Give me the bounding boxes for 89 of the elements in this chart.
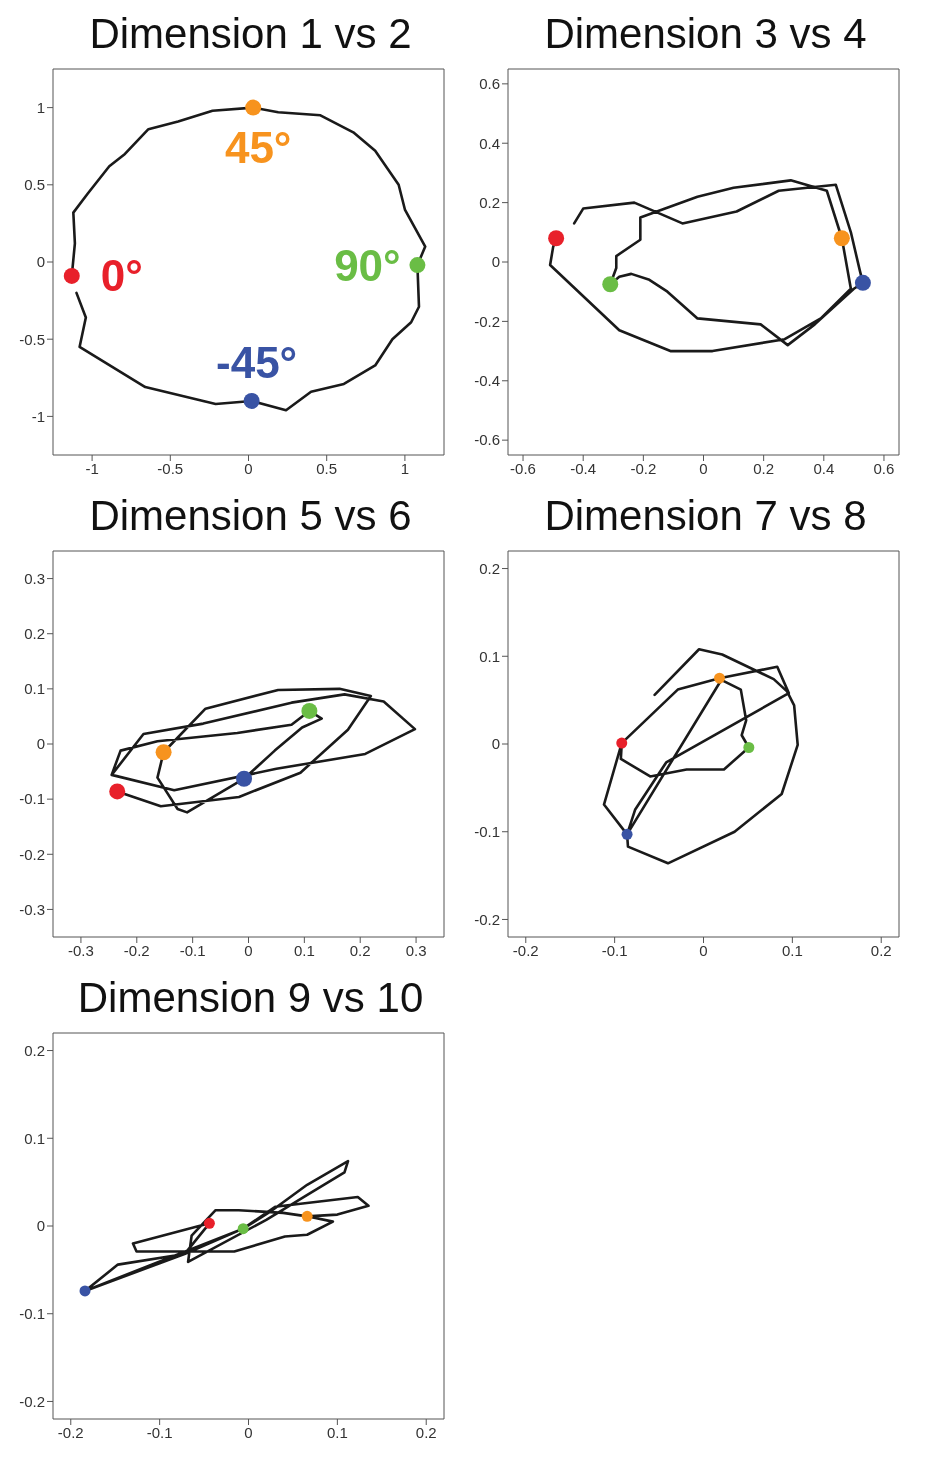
line-series — [110, 687, 417, 814]
y-tick-label: 0.3 — [24, 569, 45, 587]
x-tick-label: -0.5 — [157, 459, 184, 477]
x-tick-label: 0.2 — [753, 459, 775, 477]
y-tick-label: 1 — [36, 98, 45, 116]
point — [602, 276, 619, 293]
y-tick-label: 0 — [491, 735, 500, 753]
x-tick-label: -0.2 — [630, 459, 657, 477]
y-tick-label: 0.1 — [24, 1129, 45, 1147]
x-tick-label: -0.1 — [179, 941, 206, 959]
point — [833, 230, 850, 247]
x-tick-label: 0.3 — [405, 941, 427, 959]
x-tick-label: -0.3 — [68, 941, 94, 959]
x-tick-label: -0.6 — [510, 459, 536, 477]
x-tick-label: -1 — [85, 459, 99, 477]
x-tick-label: 0.1 — [781, 941, 803, 959]
y-tick-label: 0.1 — [24, 680, 45, 698]
chart-title: Dimension 3 vs 4 — [543, 9, 868, 59]
x-tick-label: 0 — [244, 1423, 253, 1441]
point — [616, 737, 628, 749]
y-tick-label: -0.2 — [474, 312, 500, 330]
x-tick-label: -0.2 — [123, 941, 150, 959]
x-tick-label: 0.5 — [316, 459, 338, 477]
point — [621, 828, 633, 840]
x-tick-label: 0.1 — [293, 941, 315, 959]
point — [237, 1223, 249, 1235]
x-tick-label: 0.6 — [873, 459, 895, 477]
annotation: -45° — [216, 338, 298, 388]
point — [243, 392, 260, 409]
y-tick-label: -0.1 — [474, 823, 500, 841]
line-series — [602, 647, 799, 865]
annotation: 0° — [100, 251, 143, 301]
x-tick-label: 0.2 — [870, 941, 892, 959]
x-tick-label: 0.2 — [415, 1423, 437, 1441]
x-tick-label: -0.4 — [570, 459, 597, 477]
x-tick-label: 0 — [244, 941, 253, 959]
annotation: 45° — [224, 123, 292, 173]
point — [79, 1285, 91, 1297]
y-tick-label: 0.5 — [24, 176, 45, 194]
y-tick-label: 0.4 — [479, 134, 500, 152]
point — [301, 1210, 313, 1222]
y-tick-label: 0.1 — [479, 647, 500, 665]
y-tick-label: 0 — [491, 253, 500, 271]
y-tick-label: 0.2 — [479, 193, 500, 211]
annotation: 90° — [334, 240, 401, 290]
y-tick-label: 0.2 — [24, 625, 45, 643]
x-tick-label: 0 — [244, 459, 253, 477]
x-tick-label: 0 — [699, 941, 708, 959]
y-tick-label: -0.1 — [19, 790, 45, 808]
chart-title: Dimension 1 vs 2 — [88, 9, 413, 59]
y-tick-label: -0.2 — [19, 845, 45, 863]
point — [155, 744, 172, 761]
x-tick-label: 0.2 — [349, 941, 371, 959]
point — [409, 257, 426, 274]
y-tick-label: -0.4 — [474, 372, 500, 390]
y-tick-label: 0.2 — [479, 559, 500, 577]
point — [743, 742, 755, 754]
y-tick-label: -1 — [31, 407, 45, 425]
x-tick-label: 1 — [400, 459, 410, 477]
point — [245, 99, 262, 116]
chart-title: Dimension 7 vs 8 — [543, 491, 868, 541]
x-tick-label: -0.1 — [146, 1423, 173, 1441]
y-tick-label: 0.6 — [479, 75, 500, 93]
x-tick-label: 0 — [699, 459, 708, 477]
x-tick-label: 0.1 — [326, 1423, 348, 1441]
point — [854, 274, 871, 291]
y-tick-label: -0.3 — [19, 900, 45, 918]
y-tick-label: -0.5 — [19, 330, 45, 348]
point — [109, 783, 126, 800]
chart-title: Dimension 9 vs 10 — [76, 973, 425, 1023]
point — [63, 267, 80, 284]
point — [714, 672, 725, 684]
y-tick-label: -0.2 — [19, 1392, 45, 1410]
x-tick-label: 0.4 — [813, 459, 835, 477]
y-tick-label: 0 — [36, 1217, 45, 1235]
point — [236, 770, 253, 787]
y-tick-label: -0.1 — [19, 1305, 45, 1323]
x-tick-label: -0.2 — [512, 941, 539, 959]
y-tick-label: 0.2 — [24, 1041, 45, 1059]
x-tick-label: -0.1 — [601, 941, 628, 959]
y-tick-label: -0.2 — [474, 910, 500, 928]
chart-title: Dimension 5 vs 6 — [88, 491, 413, 541]
y-tick-label: 0 — [36, 735, 45, 753]
point — [548, 230, 565, 247]
x-tick-label: -0.2 — [57, 1423, 84, 1441]
point — [203, 1217, 215, 1229]
y-tick-label: -0.6 — [474, 431, 500, 449]
point — [301, 702, 318, 719]
y-tick-label: 0 — [36, 253, 45, 271]
